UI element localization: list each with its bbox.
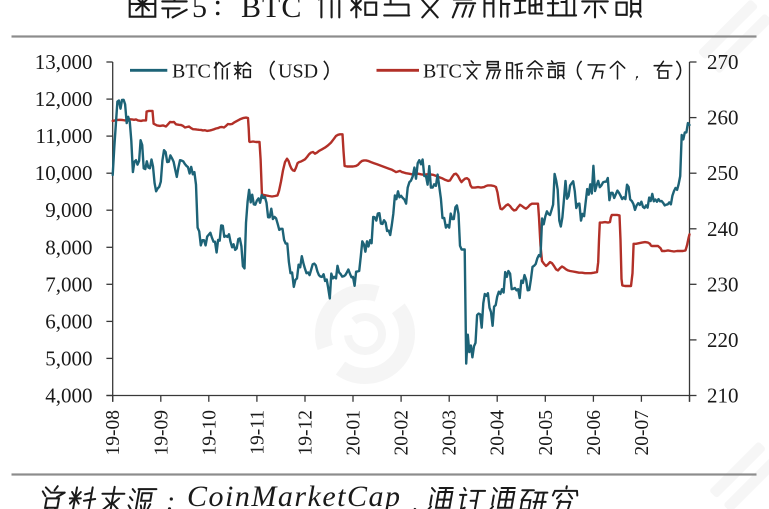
svg-text:260: 260	[707, 106, 739, 130]
svg-text:9,000: 9,000	[45, 198, 92, 222]
svg-text:BTC: BTC	[241, 0, 302, 24]
svg-text:6,000: 6,000	[45, 309, 92, 333]
svg-text:250: 250	[707, 161, 739, 185]
svg-text:BTC: BTC	[172, 60, 211, 82]
svg-text:19-09: 19-09	[151, 410, 172, 456]
svg-text:BTC: BTC	[423, 60, 462, 82]
svg-text:7,000: 7,000	[45, 272, 92, 296]
svg-text:12,000: 12,000	[35, 87, 93, 111]
svg-text:USD: USD	[278, 60, 318, 82]
svg-text:5: 5	[192, 0, 207, 24]
svg-text:13,000: 13,000	[35, 50, 93, 74]
svg-text:11,000: 11,000	[36, 124, 93, 148]
svg-text:19-08: 19-08	[103, 410, 124, 456]
svg-text:CoinMarketCap: CoinMarketCap	[187, 480, 402, 509]
svg-text:240: 240	[707, 217, 739, 241]
svg-text:4,000: 4,000	[45, 384, 92, 408]
svg-text:20-01: 20-01	[344, 410, 365, 456]
svg-text:230: 230	[707, 272, 739, 296]
svg-text:19-11: 19-11	[247, 410, 268, 455]
svg-text:8,000: 8,000	[45, 235, 92, 259]
svg-text:20-05: 20-05	[536, 410, 557, 456]
svg-text:20-03: 20-03	[440, 410, 461, 456]
svg-text:20-04: 20-04	[488, 410, 509, 456]
svg-text:19-12: 19-12	[296, 410, 317, 456]
svg-text:220: 220	[707, 328, 739, 352]
svg-text:5,000: 5,000	[45, 346, 92, 370]
svg-text:20-02: 20-02	[392, 410, 413, 456]
svg-text:20-07: 20-07	[632, 410, 653, 456]
svg-text:20-06: 20-06	[584, 410, 605, 456]
svg-text:270: 270	[707, 50, 739, 74]
svg-text:10,000: 10,000	[35, 161, 93, 185]
svg-text:210: 210	[707, 384, 739, 408]
svg-text:19-10: 19-10	[199, 410, 220, 456]
